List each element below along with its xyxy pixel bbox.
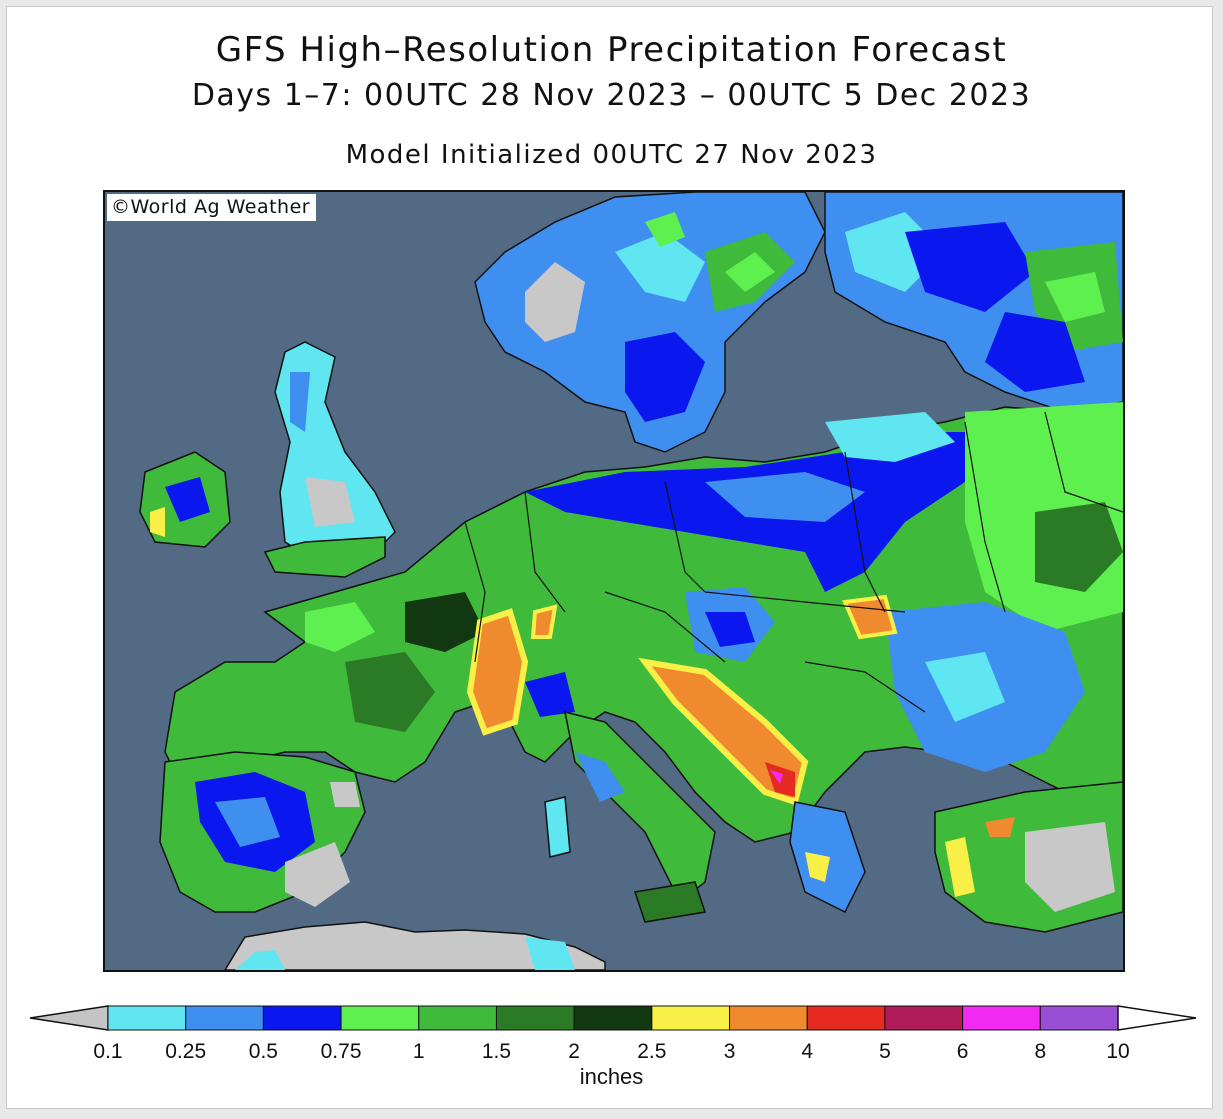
- model-init-line: Model Initialized 00UTC 27 Nov 2023: [345, 140, 878, 170]
- north-africa: [224, 921, 606, 970]
- italy: [544, 710, 716, 923]
- northeast: [824, 192, 1123, 413]
- legend-bin-3-4: [729, 1005, 808, 1031]
- legend-units: inches: [579, 1064, 644, 1089]
- legend-tick-label: 3: [723, 1040, 736, 1063]
- precipitation-legend: 0.1 0.25 0.5 0.75 1 1.5 2 2.5 3 4 5 6 8 10 inches: [0, 996, 1223, 1106]
- legend-tick-label: 1.5: [481, 1040, 512, 1063]
- legend-tick-label: 10: [1106, 1040, 1130, 1063]
- continental-europe: [164, 401, 1123, 843]
- legend-bin-6-8: [962, 1005, 1041, 1031]
- legend-bin-0.1-0.25: [107, 1005, 187, 1031]
- copyright-credit: ©World Ag Weather: [107, 194, 317, 221]
- legend-below-arrow: [29, 1005, 109, 1031]
- legend-tick-label: 2: [568, 1040, 580, 1063]
- precipitation-map: ©World Ag Weather: [103, 190, 1125, 972]
- map-title: GFS High–Resolution Precipitation Foreca…: [215, 30, 1008, 70]
- scandinavia: [474, 192, 826, 453]
- legend-tick-label: 1: [412, 1040, 425, 1063]
- legend-bin-0.5-0.75: [262, 1005, 342, 1031]
- legend-bin-0.25-0.5: [185, 1005, 264, 1031]
- legend-tick-label: 4: [801, 1040, 814, 1063]
- legend-bin-2.5-3: [651, 1005, 731, 1031]
- british-isles: [139, 341, 396, 578]
- legend-bin-1.5-2: [495, 1005, 575, 1031]
- legend-bin-5-6: [884, 1005, 964, 1031]
- legend-tick-label: 5: [879, 1040, 891, 1063]
- legend-bin-8-10: [1039, 1005, 1119, 1031]
- legend-bin-4-5: [806, 1005, 886, 1031]
- legend-tick-label: 0.5: [248, 1040, 278, 1063]
- iberia: [159, 751, 366, 913]
- legend-bin-1-1.5: [418, 1005, 497, 1031]
- legend-above-arrow: [1117, 1005, 1197, 1031]
- greece-turkey: [789, 781, 1123, 933]
- legend-tick-label: 0.75: [320, 1040, 362, 1063]
- legend-tick-label: 2.5: [637, 1040, 667, 1063]
- map-subtitle: Days 1–7: 00UTC 28 Nov 2023 – 00UTC 5 De…: [191, 78, 1032, 113]
- legend-tick-label: 8: [1034, 1040, 1047, 1063]
- map-canvas: [105, 192, 1123, 970]
- legend-colorbar: [29, 1005, 1197, 1031]
- legend-tick-label: 6: [956, 1040, 969, 1063]
- legend-bin-0.75-1: [340, 1005, 420, 1031]
- legend-bin-2-2.5: [573, 1005, 653, 1031]
- country-borders: [464, 411, 1123, 713]
- legend-tick-label: 0.25: [165, 1040, 207, 1063]
- legend-tick-label: 0.1: [93, 1040, 123, 1063]
